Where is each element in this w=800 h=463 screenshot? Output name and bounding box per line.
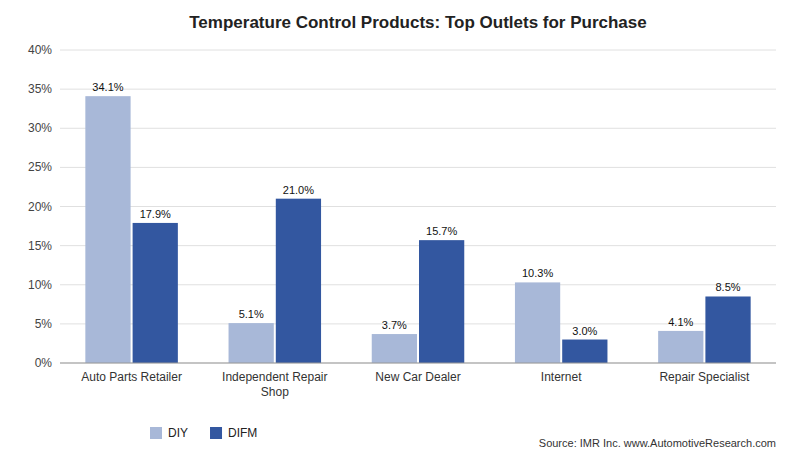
data-label: 4.1% — [668, 316, 693, 328]
data-label: 3.7% — [382, 319, 407, 331]
legend-swatch — [150, 427, 162, 439]
bar — [705, 296, 750, 363]
data-label: 8.5% — [715, 281, 740, 293]
bar — [133, 223, 178, 363]
data-label: 5.1% — [239, 308, 264, 320]
x-axis-line — [60, 363, 776, 364]
data-label: 17.9% — [140, 208, 171, 220]
y-tick-label: 30% — [28, 121, 52, 135]
grid-line — [60, 167, 776, 168]
bar — [85, 96, 130, 363]
x-tick-label: Internet — [541, 370, 582, 384]
x-tick-label-line: Auto Parts Retailer — [81, 370, 182, 384]
chart: Temperature Control Products: Top Outlet… — [0, 0, 800, 463]
x-tick-label-line: Shop — [261, 385, 289, 399]
bar — [658, 331, 703, 363]
bars — [85, 96, 750, 363]
bar — [419, 240, 464, 363]
x-tick-label: Auto Parts Retailer — [81, 370, 182, 384]
grid-line — [60, 128, 776, 129]
y-tick-label: 25% — [28, 160, 52, 174]
bar — [562, 340, 607, 363]
x-tick-label-line: New Car Dealer — [375, 370, 460, 384]
grid-line — [60, 206, 776, 207]
y-tick-label: 5% — [35, 317, 53, 331]
x-tick-label: Repair Specialist — [659, 370, 750, 384]
data-label: 34.1% — [92, 81, 123, 93]
x-tick-label-line: Independent Repair — [222, 370, 327, 384]
data-labels: 34.1% 5.1% 3.7% 10.3% 4.1% 17.9% 21.0% 15.7% 3.0… — [92, 81, 740, 336]
y-tick-label: 35% — [28, 82, 52, 96]
grid-line — [60, 50, 776, 51]
grid-line — [60, 363, 776, 364]
x-tick-label: New Car Dealer — [375, 370, 460, 384]
x-tick-label-line: Internet — [541, 370, 582, 384]
title: Temperature Control Products: Top Outlet… — [189, 13, 646, 32]
grid — [60, 50, 776, 363]
y-tick-label: 10% — [28, 278, 52, 292]
legend-swatch — [210, 427, 222, 439]
y-tick-label: 40% — [28, 43, 52, 57]
y-tick-label: 15% — [28, 239, 52, 253]
y-tick-label: 0% — [35, 356, 53, 370]
legend-label: DIY — [168, 426, 188, 440]
legend-label: DIFM — [228, 426, 257, 440]
data-label: 15.7% — [426, 225, 457, 237]
y-tick-label: 20% — [28, 200, 52, 214]
x-tick-label-line: Repair Specialist — [659, 370, 750, 384]
x-tick-label: Independent RepairShop — [222, 370, 327, 399]
grid-line — [60, 89, 776, 90]
data-label: 21.0% — [283, 184, 314, 196]
bar — [276, 199, 321, 363]
data-label: 10.3% — [522, 267, 553, 279]
bar — [372, 334, 417, 363]
bar — [515, 282, 560, 363]
bar — [229, 323, 274, 363]
source-note: Source: IMR Inc. www.AutomotiveResearch.… — [539, 437, 776, 449]
legend: DIY DIFM — [150, 426, 257, 440]
data-label: 3.0% — [572, 325, 597, 337]
